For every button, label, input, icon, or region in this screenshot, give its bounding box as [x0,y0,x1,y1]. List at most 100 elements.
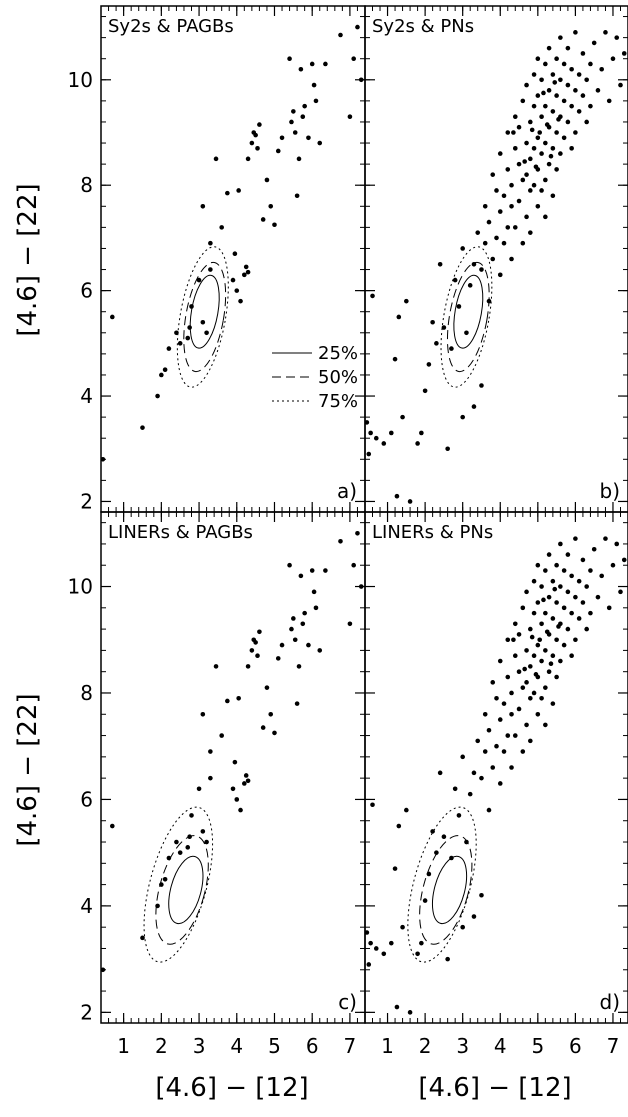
panel-b: Sy2s & PNs b) [364,5,628,513]
data-point [242,781,247,786]
data-point [509,690,514,696]
data-point [219,733,224,738]
data-point [539,151,544,156]
data-point [467,791,473,797]
plot-frame [100,5,366,513]
data-point [528,664,533,669]
data-point [373,946,379,951]
data-point [497,151,503,156]
data-point [370,293,375,299]
data-point [561,605,567,611]
data-point [588,61,593,67]
x-axis-label-left: [4.6] − [12] [155,1073,308,1103]
data-point [522,159,527,164]
data-point [546,161,552,167]
data-point [419,940,424,946]
data-point [479,775,484,781]
data-point [535,135,541,141]
panel-title: LINERs & PNs [372,522,493,543]
panel-a: 2 4 6 8 10 Sy2s & PAGBs a) [68,5,366,513]
data-point [554,167,559,172]
x-axis-label-right: [4.6] − [12] [418,1073,571,1103]
data-point [368,430,373,436]
data-point [396,314,402,320]
data-point [245,269,251,275]
data-point [467,283,473,288]
data-point [543,685,548,690]
data-point [430,319,435,325]
data-point [268,203,274,209]
data-point [255,653,260,659]
data-point [497,717,503,722]
data-point [245,778,251,784]
data-point [584,584,589,589]
contour-25 [453,274,484,349]
data-point [565,119,571,125]
data-point [494,696,499,701]
data-point [381,951,387,957]
data-point [548,661,554,667]
data-point [479,383,484,388]
data-point [311,82,317,88]
data-point [524,140,529,146]
data-point [556,624,561,629]
data-point [289,119,294,125]
data-point [230,786,236,792]
data-point [490,680,496,685]
x-tick-label: 3 [456,1034,469,1058]
data-point [550,616,556,621]
data-point [309,568,315,573]
data-point [565,626,571,632]
data-point [591,40,597,46]
data-point [561,135,567,141]
data-point [404,807,409,813]
data-point [533,164,539,170]
data-point [550,193,556,199]
data-point [516,124,522,130]
data-point [543,61,548,67]
data-point [471,770,477,776]
data-point [253,640,258,645]
data-point [516,198,522,204]
data-point [187,325,192,330]
data-point [479,892,484,898]
contour-50 [183,261,227,373]
data-point [426,871,432,877]
data-point [456,813,462,818]
data-point [505,167,511,172]
data-point [482,203,488,209]
contour-25 [431,855,468,925]
data-point [238,807,243,813]
data-point [200,203,206,209]
data-point [524,172,529,177]
data-point [422,898,428,903]
data-point [155,393,160,399]
data-point [471,404,477,409]
x-tick-label: 1 [381,1034,394,1058]
legend-label-25: 25% [318,343,358,364]
data-point [537,130,543,135]
data-point [196,277,202,283]
data-point [275,656,281,661]
data-point [520,605,526,611]
data-point [528,230,533,235]
data-point [292,130,298,135]
data-point [230,277,236,283]
data-point [366,451,372,457]
data-point [599,66,604,72]
data-point [561,61,567,67]
data-point [110,823,115,829]
legend-label-50: 50% [318,367,358,388]
contour-75 [440,246,493,388]
data-point [407,1010,413,1015]
data-point [445,956,450,962]
data-point [189,304,194,309]
data-point [584,77,589,83]
data-point [558,151,563,156]
y-tick-label: 2 [80,489,93,513]
plot-frame [364,511,628,1024]
data-point [140,425,145,430]
x-tick-label: 5 [531,1034,544,1058]
data-point [580,600,586,605]
